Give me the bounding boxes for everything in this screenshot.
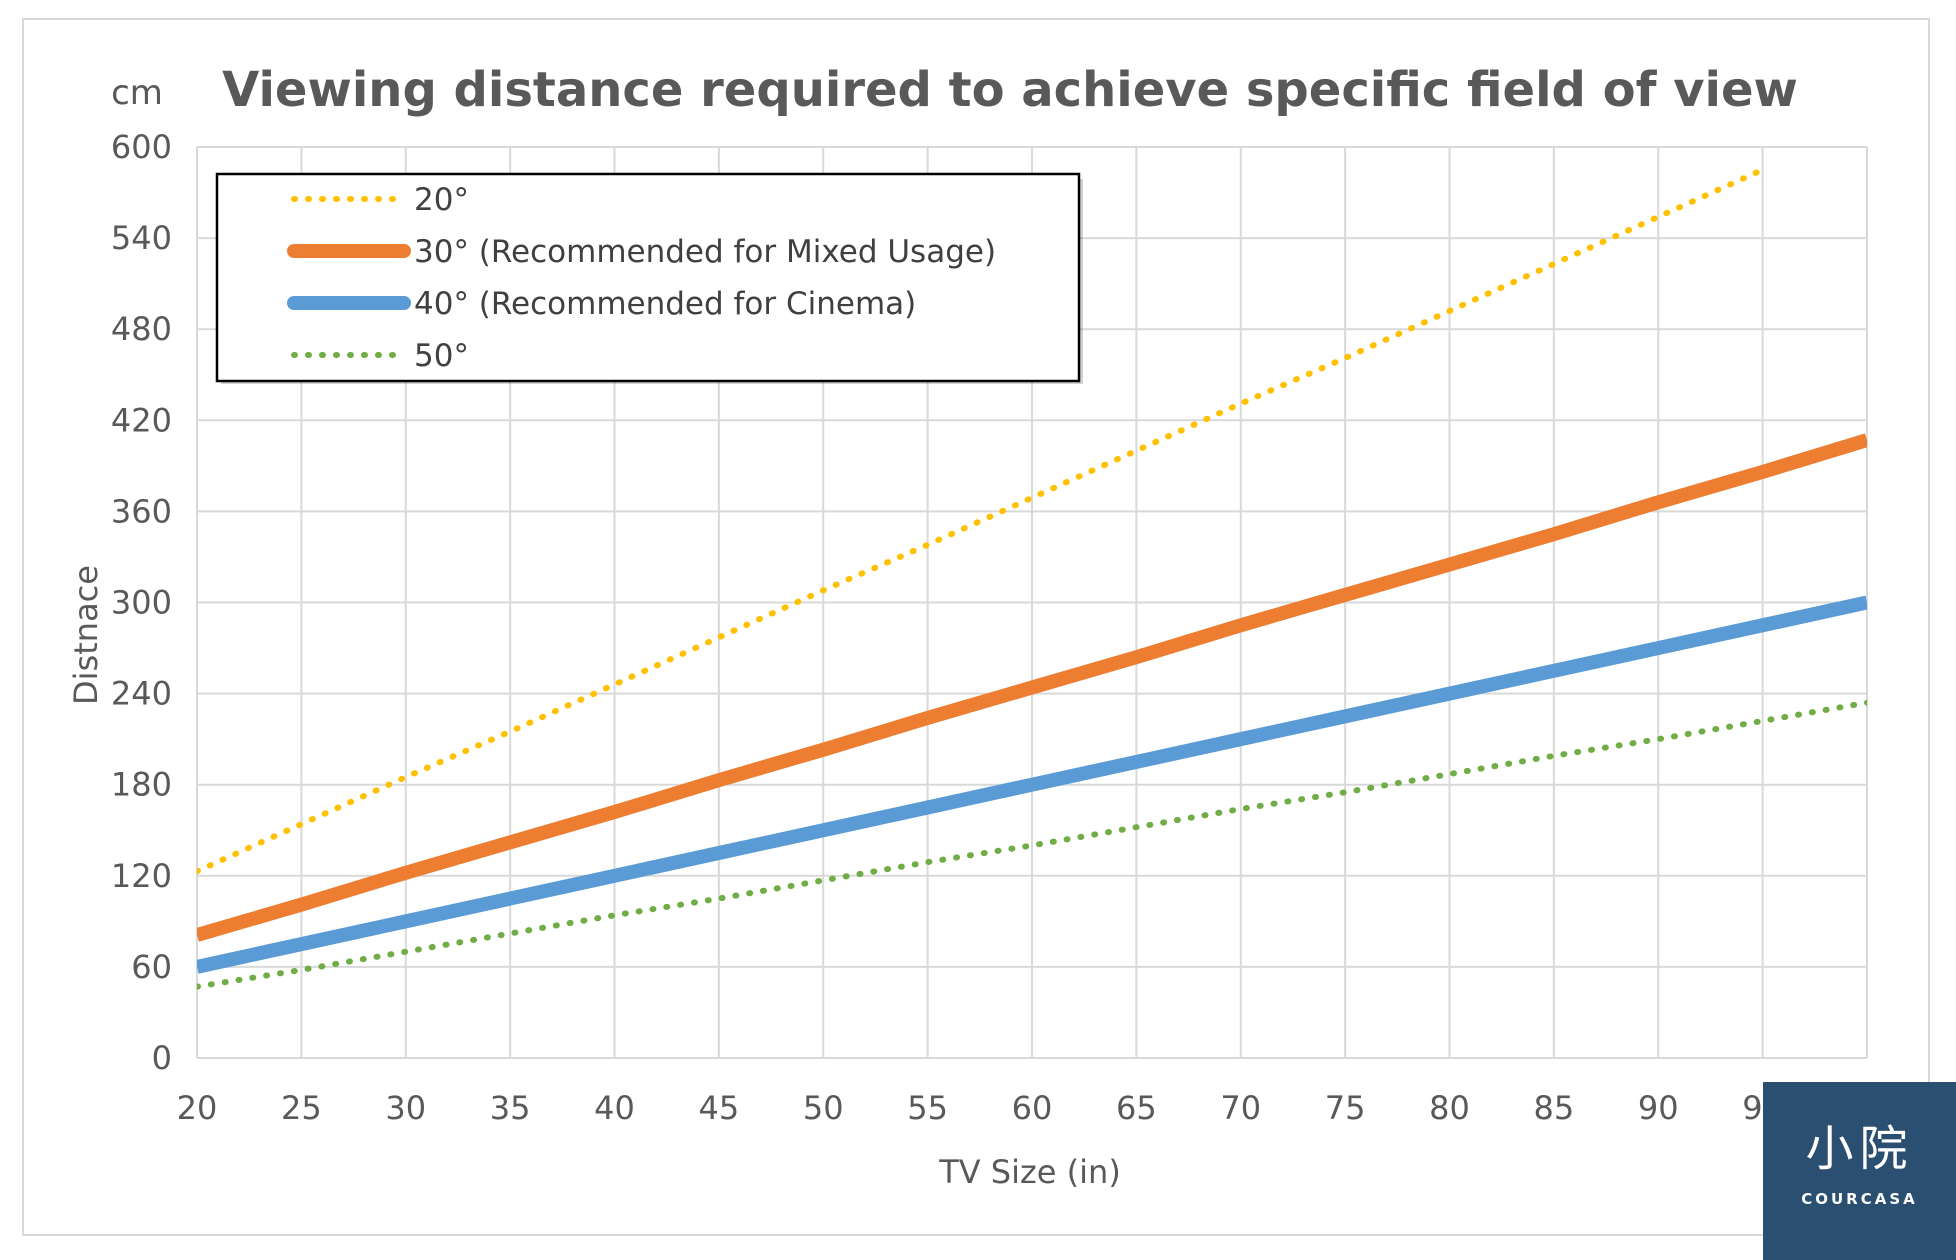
courcasa-logo: 小院 COURCASA (1763, 1082, 1956, 1260)
legend-label-3: 50° (414, 338, 469, 374)
series-line-0 (197, 166, 1766, 875)
logo-english-text: COURCASA (1801, 1190, 1918, 1208)
chart-title: Viewing distance required to achieve spe… (222, 62, 1798, 118)
y-tick-label: 240 (111, 675, 172, 713)
y-tick-label: 120 (111, 857, 172, 895)
x-tick-label: 60 (1012, 1089, 1053, 1127)
x-tick-label: 20 (177, 1089, 218, 1127)
x-tick-label: 25 (281, 1089, 322, 1127)
logo-chinese-text: 小院 (1805, 1121, 1914, 1177)
x-tick-label: 70 (1220, 1089, 1261, 1127)
y-tick-label: 600 (111, 128, 172, 166)
x-tick-label: 35 (490, 1089, 531, 1127)
legend: 20° 30° (Recommended for Mixed Usage) 40° … (215, 172, 1083, 384)
x-tick-label: 40 (594, 1089, 635, 1127)
y-tick-label: 360 (111, 492, 172, 530)
y-tick-labels: 0 60 120 180 240 300 360 420 480 540 600 (111, 128, 172, 1077)
y-tick-label: 480 (111, 310, 172, 348)
x-tick-label: 85 (1534, 1089, 1575, 1127)
x-tick-label: 50 (803, 1089, 844, 1127)
x-tick-label: 75 (1325, 1089, 1366, 1127)
y-tick-label: 180 (111, 766, 172, 804)
legend-label-1: 30° (Recommended for Mixed Usage) (414, 234, 996, 270)
legend-label-0: 20° (414, 182, 469, 218)
series-line-2 (197, 595, 1867, 974)
x-tick-label: 90 (1638, 1089, 1679, 1127)
y-tick-label: 60 (131, 948, 172, 986)
series-line-3 (197, 699, 1867, 990)
x-tick-label: 30 (385, 1089, 426, 1127)
x-tick-label: 55 (907, 1089, 948, 1127)
series-layer (197, 166, 1867, 990)
legend-box (215, 172, 1081, 383)
x-axis-label: TV Size (in) (938, 1153, 1121, 1191)
y-tick-label: 420 (111, 401, 172, 439)
y-axis-label: Distnace (67, 565, 105, 705)
x-tick-label: 80 (1429, 1089, 1470, 1127)
x-tick-label: 45 (699, 1089, 740, 1127)
y-unit-label: cm (111, 73, 163, 113)
x-tick-label: 65 (1116, 1089, 1157, 1127)
x-tick-labels: 20253035404550556065707580859095 (177, 1089, 1783, 1127)
y-tick-label: 540 (111, 219, 172, 257)
legend-items: 20° 30° (Recommended for Mixed Usage) 40° … (287, 182, 996, 374)
y-tick-label: 300 (111, 584, 172, 622)
y-tick-label: 0 (152, 1039, 172, 1077)
series-line-1 (197, 433, 1867, 942)
legend-label-2: 40° (Recommended for Cinema) (414, 286, 916, 322)
